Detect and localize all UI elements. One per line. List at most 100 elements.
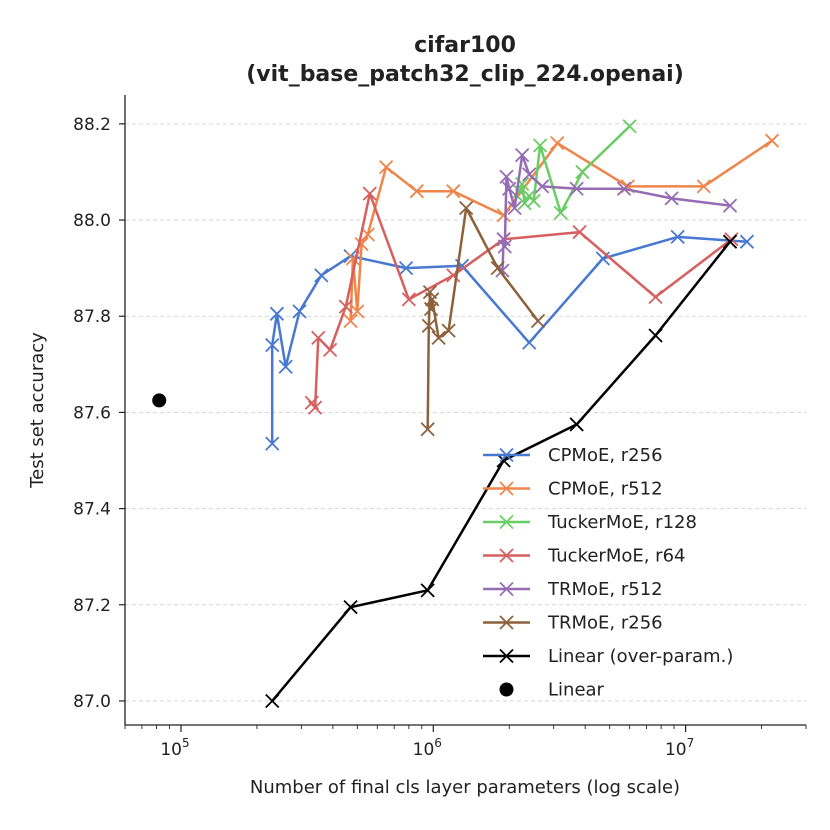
data-point: [522, 167, 537, 182]
series-tuckermoe-r64: [304, 186, 739, 415]
data-point: [648, 328, 663, 343]
x-tick-base: 10: [665, 740, 687, 760]
data-point: [322, 342, 338, 358]
chart-title: cifar100: [414, 33, 516, 58]
data-point: [664, 191, 679, 206]
series-group: [152, 119, 780, 709]
y-tick-label: 87.8: [73, 307, 111, 327]
series-line: [518, 125, 631, 215]
data-point: [575, 164, 590, 180]
data-point: [398, 260, 414, 276]
data-point: [343, 313, 358, 329]
x-tick-base: 10: [160, 740, 182, 760]
data-point: [496, 208, 511, 223]
y-axis-ticks: 87.0 87.2 87.4 87.6 87.8 88.0 88.2: [73, 115, 125, 712]
data-point: [526, 193, 541, 208]
data-point: [550, 135, 565, 151]
legend-label: Linear (over-param.): [548, 646, 733, 667]
data-point: [499, 169, 514, 184]
y-tick-label: 88.2: [73, 115, 111, 135]
data-point: [495, 263, 510, 278]
data-point: [409, 184, 424, 199]
data-point: [425, 292, 440, 307]
data-point: [497, 239, 512, 254]
grid-lines: [125, 123, 806, 702]
legend-marker: [499, 548, 514, 563]
data-point: [764, 133, 780, 148]
data-point: [446, 184, 461, 199]
data-point: [722, 234, 738, 249]
data-point: [292, 304, 307, 319]
data-point: [420, 422, 435, 437]
legend-label: TuckerMoE, r64: [547, 546, 686, 567]
data-point: [269, 306, 285, 321]
data-point: [401, 292, 416, 307]
data-point: [595, 251, 611, 266]
legend-item-tuckermoe-r128: TuckerMoE, r128: [483, 512, 697, 533]
data-point: [265, 436, 280, 451]
data-point: [265, 693, 280, 709]
data-point: [517, 196, 532, 211]
y-tick-label: 87.4: [73, 500, 111, 520]
data-point: [696, 179, 711, 194]
series-trmoe-r512: [495, 147, 738, 278]
data-point: [265, 337, 280, 353]
legend-marker: [499, 615, 514, 630]
x-tick-base: 10: [413, 740, 435, 760]
data-point: [534, 179, 550, 194]
legend-label: TRMoE, r256: [547, 613, 663, 634]
data-point: [515, 147, 530, 163]
series-cpmoe-r256: [265, 229, 755, 451]
legend-item-linear: Linear: [499, 680, 605, 701]
legend: CPMoE, r256 CPMoE, r512 TuckerMoE, r128 Tuc…: [483, 445, 733, 701]
series-tuckermoe-r128: [512, 119, 637, 220]
data-point: [532, 138, 548, 153]
x-axis-ticks: 105 106 107: [124, 725, 807, 760]
series-line: [426, 206, 539, 430]
legend-label: Linear: [548, 680, 605, 701]
y-tick-label: 87.6: [73, 403, 111, 423]
legend-item-tuckermoe-r64: TuckerMoE, r64: [483, 546, 686, 567]
data-point: [569, 417, 584, 432]
data-point: [421, 318, 436, 333]
legend-marker: [499, 581, 514, 597]
y-tick-label: 87.0: [73, 692, 111, 712]
series-line: [310, 192, 733, 409]
data-point: [616, 181, 632, 196]
legend-label: CPMoE, r256: [548, 445, 663, 466]
x-tick-exponent: 5: [182, 736, 190, 750]
data-point: [441, 323, 456, 338]
legend-marker: [499, 682, 514, 697]
series-linear: [152, 393, 167, 408]
x-axis-label: Number of final cls layer parameters (lo…: [250, 777, 680, 798]
data-point: [350, 304, 365, 319]
legend-marker: [499, 514, 514, 530]
data-point: [360, 227, 375, 242]
data-point: [553, 205, 568, 220]
legend-item-trmoe-r256: TRMoE, r256: [483, 613, 663, 634]
legend-label: CPMoE, r512: [548, 479, 663, 500]
data-point: [569, 181, 584, 196]
data-point: [343, 600, 358, 615]
y-axis-label: Test set accuracy: [27, 332, 48, 489]
legend-marker: [499, 648, 514, 664]
data-point: [648, 289, 663, 305]
data-point: [622, 119, 637, 134]
data-point: [739, 234, 755, 249]
data-point: [502, 181, 517, 196]
data-point: [420, 583, 435, 598]
data-point: [152, 393, 167, 408]
data-point: [378, 160, 394, 175]
legend-label: TuckerMoE, r128: [547, 512, 697, 533]
data-point: [431, 330, 446, 345]
legend-item-cpmoe-r512: CPMoE, r512: [483, 479, 663, 500]
y-tick-label: 87.2: [73, 596, 111, 616]
series-linear-over-param: [265, 234, 738, 709]
legend-item-linear-over-param: Linear (over-param.): [483, 646, 733, 667]
x-tick-label: 107: [665, 736, 694, 760]
legend-item-cpmoe-r256: CPMoE, r256: [483, 445, 663, 466]
x-tick-label: 105: [160, 736, 189, 760]
data-point: [522, 335, 537, 350]
data-point: [490, 260, 505, 276]
